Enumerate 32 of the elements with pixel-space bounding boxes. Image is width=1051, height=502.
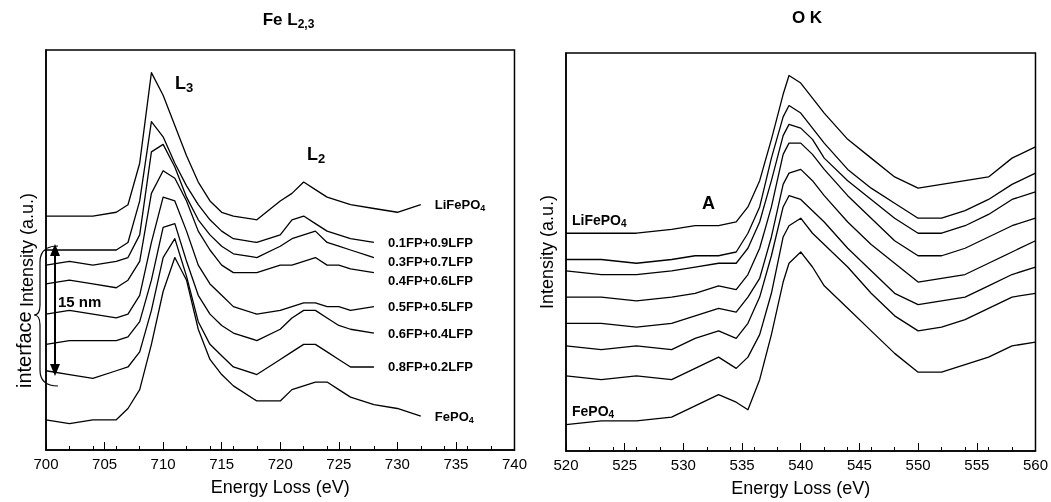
x-tick-label: 555 — [964, 456, 990, 473]
x-tick-label: 725 — [326, 455, 352, 472]
x-tick-label: 560 — [1022, 456, 1048, 473]
annotation: A — [702, 193, 715, 213]
x-axis-title: Energy Loss (eV) — [210, 477, 350, 497]
x-tick-label: 735 — [443, 455, 469, 472]
y-axis-title: Intensity (a.u.) — [537, 194, 557, 310]
x-tick-label: 740 — [501, 455, 527, 472]
x-tick-label: 550 — [905, 456, 931, 473]
series-label: 0.4FP+0.6LFP — [387, 272, 474, 288]
x-axis-title: Energy Loss (eV) — [731, 478, 871, 498]
annotation: 15 nm — [58, 293, 102, 310]
x-tick-label: 520 — [553, 456, 579, 473]
series-label: 0.5FP+0.5LFP — [387, 299, 474, 315]
x-tick-label: 720 — [267, 455, 293, 472]
series-label: 0.6FP+0.4LFP — [387, 325, 474, 341]
y-axis-title: Intensity (a.u.) — [17, 192, 37, 308]
x-tick-label: 710 — [150, 455, 176, 472]
series-label: 0.3FP+0.7LFP — [387, 253, 474, 269]
text: interface — [13, 311, 35, 388]
x-tick-label: 525 — [612, 456, 638, 473]
x-tick-label: 705 — [92, 455, 118, 472]
x-tick-label: 715 — [209, 455, 235, 472]
x-tick-label: 730 — [384, 455, 410, 472]
series-label: 0.8FP+0.2LFP — [387, 359, 474, 375]
x-tick-label: 530 — [670, 456, 696, 473]
x-tick-label: 535 — [729, 456, 755, 473]
series-label: 0.1FP+0.9LFP — [387, 234, 474, 250]
x-tick-label: 540 — [788, 456, 814, 473]
x-tick-label: 700 — [33, 455, 59, 472]
chart-title: O K — [791, 8, 823, 27]
x-tick-label: 545 — [846, 456, 872, 473]
